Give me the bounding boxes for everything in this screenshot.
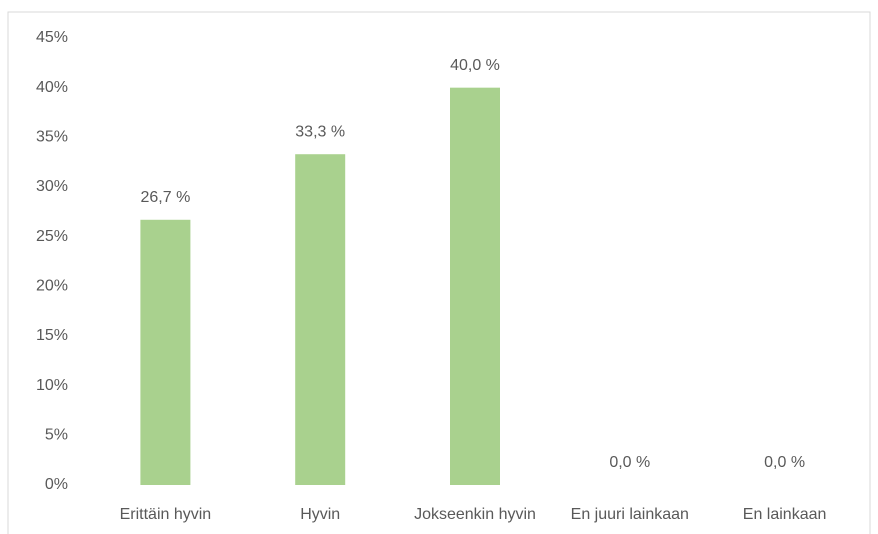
- y-tick-label: 15%: [36, 327, 68, 344]
- x-tick-label: Hyvin: [300, 506, 340, 523]
- bar: [140, 219, 191, 485]
- data-label: 26,7 %: [140, 189, 190, 206]
- y-tick-label: 0%: [45, 476, 68, 493]
- y-tick-label: 40%: [36, 79, 68, 96]
- bar: [450, 87, 500, 486]
- x-tick-label: En lainkaan: [743, 506, 827, 523]
- data-label: 0,0 %: [609, 454, 650, 471]
- x-tick-label: En juuri lainkaan: [571, 506, 689, 523]
- data-label: 0,0 %: [764, 454, 805, 471]
- x-tick-label: Jokseenkin hyvin: [414, 506, 536, 523]
- y-tick-label: 5%: [45, 427, 68, 444]
- x-tick-label: Erittäin hyvin: [120, 506, 212, 523]
- data-label: 33,3 %: [295, 123, 345, 140]
- bar: [295, 154, 346, 485]
- y-tick-label: 10%: [36, 377, 68, 394]
- y-tick-label: 20%: [36, 278, 68, 295]
- y-tick-label: 45%: [36, 29, 68, 46]
- chart-frame: [7, 11, 871, 534]
- y-tick-label: 35%: [36, 129, 68, 146]
- data-label: 40,0 %: [450, 57, 500, 74]
- y-tick-label: 30%: [36, 178, 68, 195]
- y-tick-label: 25%: [36, 228, 68, 245]
